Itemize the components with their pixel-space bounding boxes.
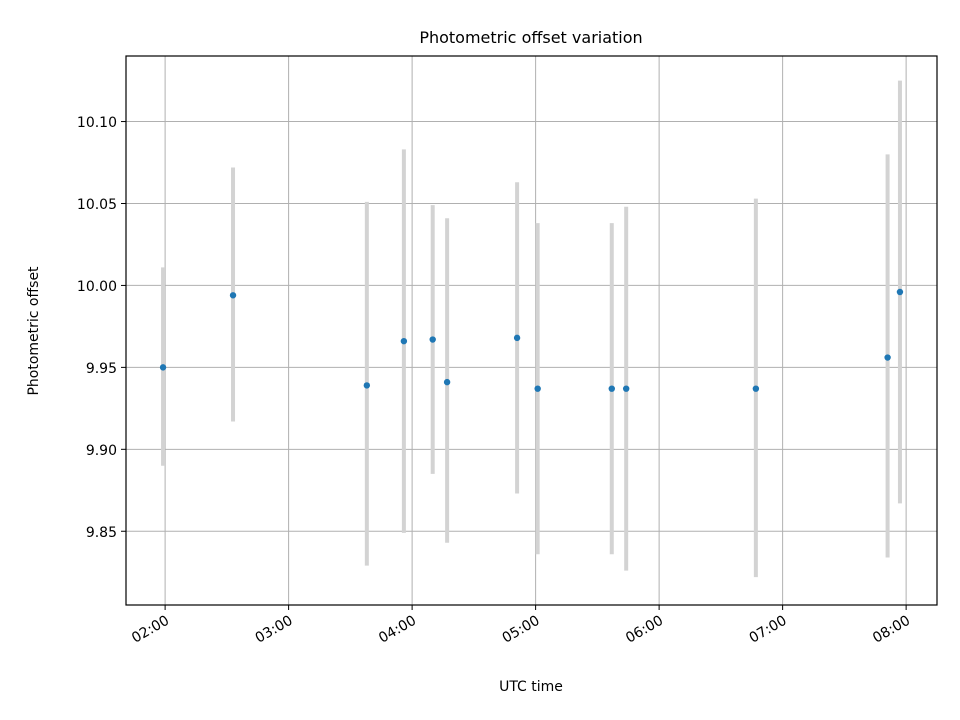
y-tick-label: 10.05 xyxy=(77,197,117,213)
y-axis-label: Photometric offset xyxy=(26,266,42,396)
data-point xyxy=(400,337,408,345)
error-bars xyxy=(161,80,902,578)
y-tick-label: 9.90 xyxy=(86,443,117,459)
data-point xyxy=(513,334,521,342)
data-point xyxy=(229,292,237,299)
data-point xyxy=(443,378,451,386)
data-point xyxy=(608,385,615,392)
data-point xyxy=(752,385,760,392)
plot-area-frame xyxy=(125,55,938,606)
y-tick-label: 10.00 xyxy=(77,279,117,295)
data-point xyxy=(363,382,371,389)
x-axis-label: UTC time xyxy=(499,679,563,695)
data-point xyxy=(896,288,904,296)
y-tick-label: 10.10 xyxy=(77,115,117,131)
data-point xyxy=(534,385,541,392)
y-tick-label: 9.95 xyxy=(86,361,117,377)
data-point xyxy=(622,385,630,392)
grid xyxy=(126,56,937,605)
y-tick-label: 9.85 xyxy=(86,525,117,541)
x-tick-label: 07:00 xyxy=(747,613,790,647)
x-tick-label: 06:00 xyxy=(623,613,666,647)
y-axis-ticks: 9.85 9.90 9.95 10.00 10.05 10.10 xyxy=(77,115,126,541)
chart-title: Photometric offset variation xyxy=(419,28,642,47)
x-tick-label: 04:00 xyxy=(376,613,419,647)
x-axis-ticks: 02:00 03:00 04:00 05:00 06:00 07:00 08:00 xyxy=(129,605,913,647)
x-tick-label: 02:00 xyxy=(129,613,172,647)
data-point xyxy=(159,364,167,371)
x-tick-label: 03:00 xyxy=(253,613,296,647)
x-tick-label: 08:00 xyxy=(870,613,913,647)
x-tick-label: 05:00 xyxy=(500,613,543,647)
data-point xyxy=(884,354,891,361)
data-points xyxy=(159,288,904,392)
data-point xyxy=(429,336,436,343)
